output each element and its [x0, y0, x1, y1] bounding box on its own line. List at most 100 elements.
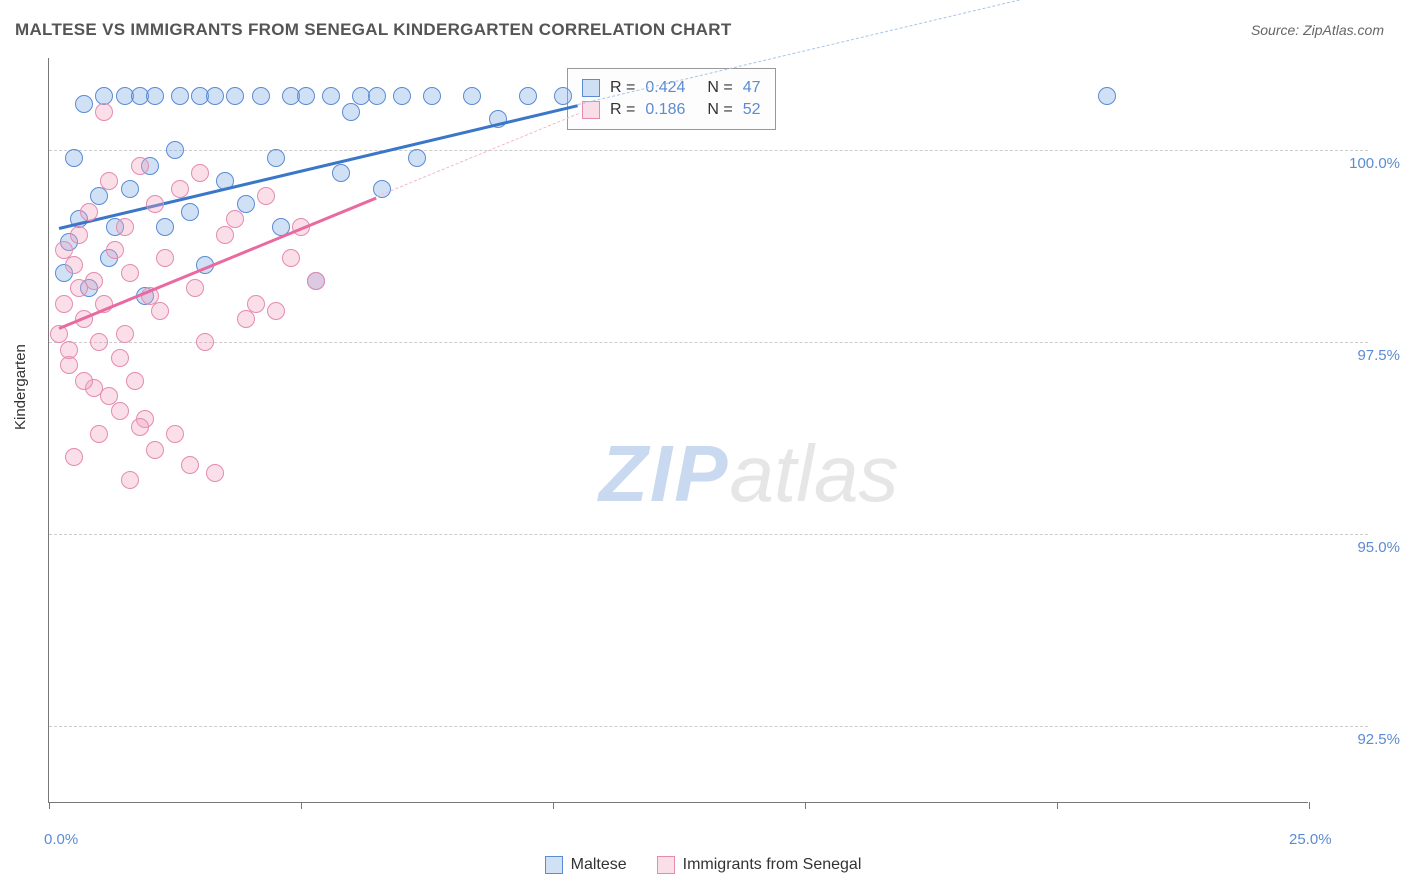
- chart-title: MALTESE VS IMMIGRANTS FROM SENEGAL KINDE…: [15, 20, 732, 40]
- stat-r-value: 0.424: [645, 79, 685, 97]
- x-tick: [553, 802, 554, 809]
- data-point: [393, 87, 411, 105]
- stat-n-value: 52: [743, 101, 761, 119]
- data-point: [75, 372, 93, 390]
- data-point: [156, 218, 174, 236]
- legend-swatch-blue: [545, 856, 563, 874]
- y-tick-label: 100.0%: [1349, 155, 1400, 172]
- data-point: [252, 87, 270, 105]
- data-point: [116, 325, 134, 343]
- plot-area: ZIPatlas R = 0.424N = 47R = 0.186N = 52 …: [48, 58, 1308, 803]
- stat-n-label: N =: [707, 101, 732, 119]
- data-point: [463, 87, 481, 105]
- gridline: [49, 150, 1368, 151]
- data-point: [65, 448, 83, 466]
- data-point: [1098, 87, 1116, 105]
- data-point: [151, 302, 169, 320]
- x-tick: [301, 802, 302, 809]
- stat-row: R = 0.186 N = 52: [582, 99, 761, 121]
- x-tick-label: 25.0%: [1289, 831, 1332, 848]
- data-point: [226, 210, 244, 228]
- y-axis-title: Kindergarten: [12, 344, 29, 430]
- data-point: [95, 103, 113, 121]
- data-point: [181, 203, 199, 221]
- stat-r-label: R =: [610, 101, 635, 119]
- data-point: [206, 87, 224, 105]
- data-point: [257, 187, 275, 205]
- trend-line-dashed: [376, 113, 578, 197]
- data-point: [146, 87, 164, 105]
- x-tick: [1057, 802, 1058, 809]
- data-point: [171, 87, 189, 105]
- data-point: [126, 372, 144, 390]
- legend-item-senegal: Immigrants from Senegal: [657, 856, 862, 874]
- data-point: [247, 295, 265, 313]
- y-tick-label: 95.0%: [1357, 539, 1400, 556]
- y-tick-label: 92.5%: [1357, 731, 1400, 748]
- data-point: [111, 349, 129, 367]
- legend-item-maltese: Maltese: [545, 856, 627, 874]
- data-point: [297, 87, 315, 105]
- data-point: [206, 464, 224, 482]
- gridline: [49, 534, 1368, 535]
- data-point: [65, 256, 83, 274]
- data-point: [191, 164, 209, 182]
- x-tick: [1309, 802, 1310, 809]
- stat-n-label: N =: [707, 79, 732, 97]
- data-point: [186, 279, 204, 297]
- data-point: [307, 272, 325, 290]
- bottom-legend: Maltese Immigrants from Senegal: [0, 856, 1406, 874]
- stat-n-value: 47: [743, 79, 761, 97]
- data-point: [171, 180, 189, 198]
- data-point: [70, 226, 88, 244]
- data-point: [111, 402, 129, 420]
- source-label: Source: ZipAtlas.com: [1251, 22, 1384, 38]
- data-point: [166, 425, 184, 443]
- data-point: [166, 141, 184, 159]
- stat-swatch: [582, 101, 600, 119]
- data-point: [131, 418, 149, 436]
- data-point: [106, 241, 124, 259]
- data-point: [55, 241, 73, 259]
- data-point: [237, 310, 255, 328]
- y-tick-label: 97.5%: [1357, 347, 1400, 364]
- data-point: [121, 264, 139, 282]
- data-point: [90, 425, 108, 443]
- data-point: [423, 87, 441, 105]
- data-point: [121, 180, 139, 198]
- data-point: [554, 87, 572, 105]
- data-point: [282, 249, 300, 267]
- data-point: [131, 157, 149, 175]
- data-point: [75, 95, 93, 113]
- data-point: [332, 164, 350, 182]
- data-point: [80, 203, 98, 221]
- legend-swatch-pink: [657, 856, 675, 874]
- data-point: [322, 87, 340, 105]
- data-point: [181, 456, 199, 474]
- data-point: [267, 302, 285, 320]
- x-tick: [49, 802, 50, 809]
- x-tick: [805, 802, 806, 809]
- data-point: [116, 218, 134, 236]
- data-point: [267, 149, 285, 167]
- data-point: [146, 195, 164, 213]
- stat-r-value: 0.186: [645, 101, 685, 119]
- data-point: [196, 333, 214, 351]
- data-point: [408, 149, 426, 167]
- data-point: [519, 87, 537, 105]
- data-point: [226, 87, 244, 105]
- chart-container: MALTESE VS IMMIGRANTS FROM SENEGAL KINDE…: [0, 0, 1406, 892]
- data-point: [156, 249, 174, 267]
- data-point: [342, 103, 360, 121]
- watermark: ZIPatlas: [599, 428, 898, 520]
- x-tick-label: 0.0%: [44, 831, 78, 848]
- data-point: [121, 471, 139, 489]
- gridline: [49, 726, 1368, 727]
- data-point: [55, 295, 73, 313]
- gridline: [49, 342, 1368, 343]
- legend-label: Immigrants from Senegal: [683, 856, 862, 874]
- data-point: [60, 341, 78, 359]
- data-point: [60, 356, 78, 374]
- data-point: [368, 87, 386, 105]
- stat-swatch: [582, 79, 600, 97]
